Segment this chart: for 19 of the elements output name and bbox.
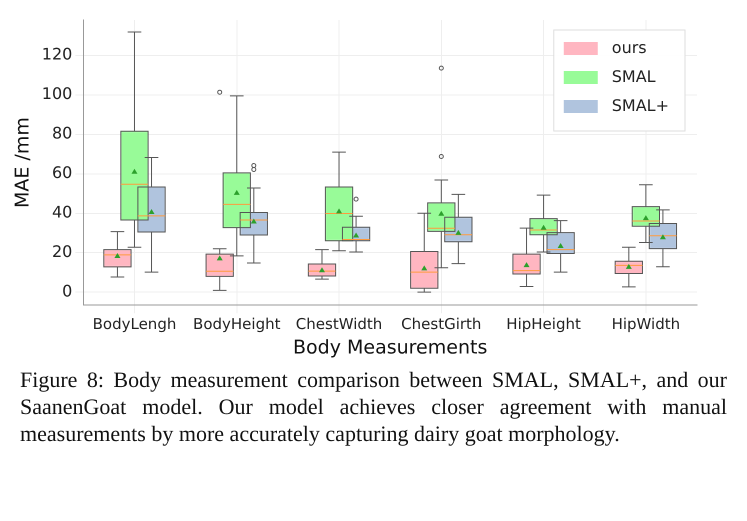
x-tick-label: ChestGirth xyxy=(401,315,482,334)
x-tick-label: BodyLengh xyxy=(92,315,176,334)
x-tick-label: BodyHeight xyxy=(193,315,281,334)
y-tick-label: 80 xyxy=(52,124,72,143)
x-tick-label: HipWidth xyxy=(612,315,680,334)
x-tick-label: HipHeight xyxy=(506,315,581,334)
y-tick-label: 120 xyxy=(42,44,72,64)
y-tick-label: 0 xyxy=(62,281,72,300)
y-tick-label: 20 xyxy=(52,242,72,261)
x-axis-title: Body Measurements xyxy=(293,336,488,359)
legend-label: ours xyxy=(612,38,647,58)
y-tick-label: 100 xyxy=(42,84,72,104)
legend-label: SMAL xyxy=(612,67,656,86)
y-tick-label: 60 xyxy=(52,163,72,182)
y-tick-label: 40 xyxy=(52,202,72,222)
caption: Figure 8: Body measurement comparison between SMAL, SMAL+, and our SaanenGoat model. Our model achieves closer agreement with manual measurements by more accurately capturing dairy goat morphology. xyxy=(20,366,727,447)
y-axis-title: MAE /mm xyxy=(11,117,34,208)
legend-label: SMAL+ xyxy=(612,96,670,116)
x-tick-label: ChestWidth xyxy=(296,315,382,334)
